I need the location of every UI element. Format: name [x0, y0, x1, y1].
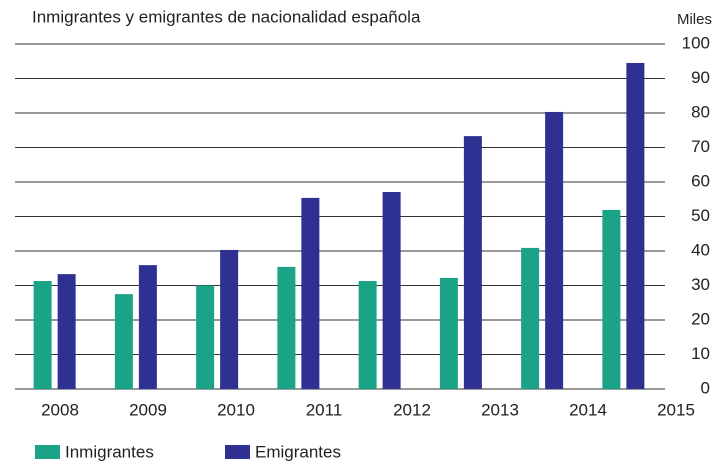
y-tick-label: 80 — [691, 102, 710, 121]
y-tick-label: 40 — [691, 240, 710, 259]
bar — [114, 294, 133, 389]
bar — [439, 277, 458, 389]
y-tick-label: 70 — [691, 137, 710, 156]
legend-swatch — [225, 445, 250, 459]
bar — [521, 247, 540, 389]
x-tick-label: 2015 — [657, 400, 695, 419]
bar — [626, 62, 645, 389]
y-tick-label: 100 — [682, 33, 710, 52]
x-tick-label: 2010 — [217, 400, 255, 419]
legend-label: Emigrantes — [255, 442, 341, 461]
y-axis-label: Miles — [677, 11, 712, 28]
bar — [220, 249, 239, 389]
bar — [277, 266, 296, 389]
bar — [358, 281, 377, 389]
y-tick-label: 20 — [691, 309, 710, 328]
y-tick-label: 50 — [691, 206, 710, 225]
y-tick-label: 30 — [691, 275, 710, 294]
x-tick-label: 2011 — [306, 400, 343, 419]
bar — [33, 281, 52, 389]
legend-label: Inmigrantes — [65, 442, 154, 461]
bar — [138, 265, 157, 389]
x-tick-label: 2012 — [393, 400, 431, 419]
x-tick-label: 2013 — [481, 400, 519, 419]
bar — [301, 197, 320, 389]
x-tick-label: 2008 — [41, 400, 79, 419]
x-tick-label: 2009 — [129, 400, 167, 419]
bar — [463, 136, 482, 389]
y-tick-label: 0 — [701, 378, 710, 397]
x-tick-label: 2014 — [569, 400, 607, 419]
bar — [602, 209, 621, 389]
y-tick-label: 60 — [691, 171, 710, 190]
bar — [57, 274, 76, 389]
chart-title: Inmigrantes y emigrantes de nacionalidad… — [32, 7, 421, 26]
bar — [196, 285, 215, 389]
bar — [545, 111, 564, 389]
bar — [382, 192, 401, 389]
legend-swatch — [35, 445, 60, 459]
y-tick-label: 90 — [691, 68, 710, 87]
y-tick-label: 10 — [691, 344, 710, 363]
